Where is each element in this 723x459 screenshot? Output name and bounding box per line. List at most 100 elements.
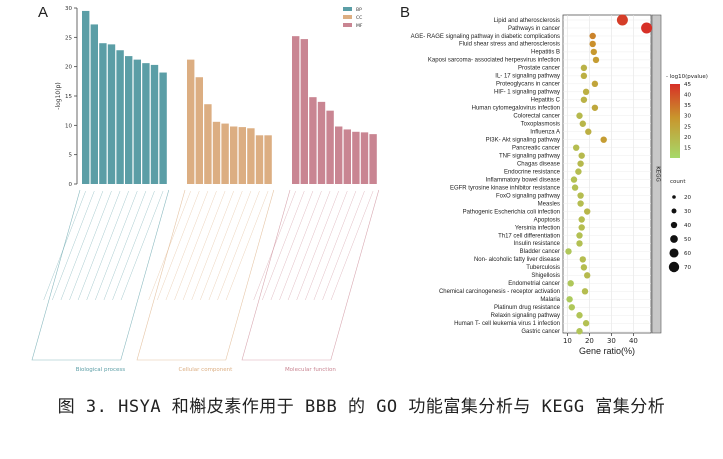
facet-label: KEGG bbox=[655, 166, 661, 182]
x-tick-label-text bbox=[200, 190, 243, 301]
pathway-label: Malaria bbox=[540, 297, 560, 303]
data-point bbox=[580, 96, 588, 103]
bar bbox=[360, 132, 369, 184]
pathway-label: Shigellosis bbox=[531, 273, 560, 279]
data-point bbox=[567, 280, 574, 287]
data-point bbox=[578, 224, 585, 231]
x-tick-label: 20 bbox=[585, 337, 594, 345]
y-tick-label: 25 bbox=[65, 35, 72, 41]
pathway-label: HIF- 1 signaling pathway bbox=[494, 90, 560, 96]
color-legend-title: - log10(pvalue) bbox=[666, 74, 708, 80]
pathway-label: FoxO signaling pathway bbox=[496, 193, 560, 199]
x-tick-label-text bbox=[165, 190, 209, 301]
x-tick-label-text bbox=[225, 190, 269, 301]
size-legend-label: 30 bbox=[684, 209, 691, 215]
color-bar bbox=[670, 84, 680, 158]
size-legend-dot bbox=[669, 248, 679, 258]
pathway-label: Gastric cancer bbox=[521, 329, 560, 335]
size-legend-label: 60 bbox=[684, 251, 691, 257]
x-tick-label-text bbox=[77, 190, 121, 301]
pathway-label: Platinum drug resistance bbox=[494, 305, 561, 311]
color-tick-label: 15 bbox=[684, 145, 691, 151]
size-legend-dot bbox=[671, 208, 677, 214]
data-point bbox=[576, 232, 583, 239]
x-tick-label-text bbox=[191, 190, 234, 301]
bar bbox=[90, 24, 98, 184]
color-tick-label: 30 bbox=[684, 114, 691, 120]
bar bbox=[125, 56, 133, 184]
y-tick-label: 20 bbox=[65, 65, 72, 71]
bar bbox=[212, 121, 221, 184]
pathway-label: Prostate cancer bbox=[518, 66, 560, 72]
x-tick-label-text bbox=[279, 190, 322, 301]
data-point bbox=[641, 22, 653, 34]
pathway-label: EGFR tyrosine kinase inhibitor resistanc… bbox=[450, 185, 561, 191]
data-point bbox=[616, 14, 628, 26]
group-bracket bbox=[241, 189, 380, 361]
data-point bbox=[581, 288, 589, 295]
size-legend-dot bbox=[672, 195, 676, 199]
x-tick-label-text bbox=[148, 190, 191, 301]
go-bar-chart: 0 5 10 15 20 25 30 -log10(p) Biological process C… bbox=[31, 6, 380, 373]
data-point bbox=[590, 48, 597, 56]
legend-label: MF bbox=[356, 23, 363, 29]
x-tick-label-text bbox=[112, 190, 155, 301]
color-tick-label: 40 bbox=[684, 93, 691, 99]
size-legend-label: 40 bbox=[684, 223, 691, 229]
pathway-label: PI3K- Akt signaling pathway bbox=[486, 137, 560, 143]
bar bbox=[309, 97, 317, 184]
pathway-label: AGE- RAGE signaling pathway in diabetic … bbox=[411, 34, 560, 40]
bar bbox=[292, 36, 300, 184]
data-point bbox=[577, 192, 584, 199]
data-point bbox=[600, 136, 607, 143]
data-point bbox=[570, 176, 578, 183]
group-bracket bbox=[31, 189, 170, 361]
data-point bbox=[578, 152, 585, 159]
pathway-label: Bladder cancer bbox=[520, 249, 560, 255]
x-tick-label-text bbox=[296, 190, 339, 301]
y-axis-label: -log10(p) bbox=[55, 82, 62, 109]
color-tick-label: 35 bbox=[684, 103, 691, 109]
pathway-label: Inflammatory bowel disease bbox=[486, 177, 561, 183]
pathway-label: Fluid shear stress and atherosclerosis bbox=[459, 42, 560, 48]
pathway-label: Chagas disease bbox=[517, 161, 561, 167]
data-point bbox=[577, 200, 584, 207]
data-point bbox=[589, 32, 596, 40]
bar bbox=[264, 135, 272, 184]
pathway-label: IL- 17 signaling pathway bbox=[495, 74, 560, 80]
x-tick-label-text bbox=[86, 190, 129, 301]
bar bbox=[204, 104, 212, 184]
size-legend-dot bbox=[670, 235, 678, 243]
data-point bbox=[579, 120, 586, 127]
x-tick-label-text bbox=[262, 190, 305, 301]
pathway-label: Non- alcoholic fatty liver disease bbox=[474, 257, 561, 263]
color-tick-label: 45 bbox=[684, 82, 691, 88]
bar bbox=[187, 59, 195, 185]
pathway-label: Tuberculosis bbox=[526, 265, 560, 271]
data-point bbox=[577, 160, 584, 167]
kegg-dot-plot: KEGG Lipid and atherosclerosis Pathways in… bbox=[411, 14, 708, 356]
bar bbox=[369, 134, 377, 184]
data-point bbox=[592, 56, 600, 64]
bar bbox=[142, 63, 150, 184]
data-point bbox=[584, 208, 591, 215]
x-tick-label-text bbox=[60, 190, 104, 301]
legend-swatch bbox=[343, 15, 352, 19]
pathway-label: Th17 cell differentiation bbox=[498, 233, 560, 239]
pathway-label: Influenza A bbox=[530, 130, 560, 136]
size-legend-dot bbox=[670, 221, 678, 229]
bar bbox=[230, 126, 238, 184]
size-legend-label: 70 bbox=[684, 265, 691, 271]
bar bbox=[159, 72, 167, 184]
x-tick-label-text bbox=[330, 190, 374, 301]
data-point bbox=[576, 240, 583, 247]
data-point bbox=[566, 296, 573, 303]
legend-label: CC bbox=[356, 15, 362, 21]
x-tick-label-text bbox=[217, 190, 260, 301]
data-point bbox=[571, 184, 579, 191]
x-tick-label: 10 bbox=[563, 337, 572, 345]
pathway-label: Yersinia infection bbox=[515, 225, 560, 231]
panel-a-label: A bbox=[38, 4, 48, 21]
data-point bbox=[573, 144, 580, 151]
x-tick-label-text bbox=[322, 190, 365, 301]
